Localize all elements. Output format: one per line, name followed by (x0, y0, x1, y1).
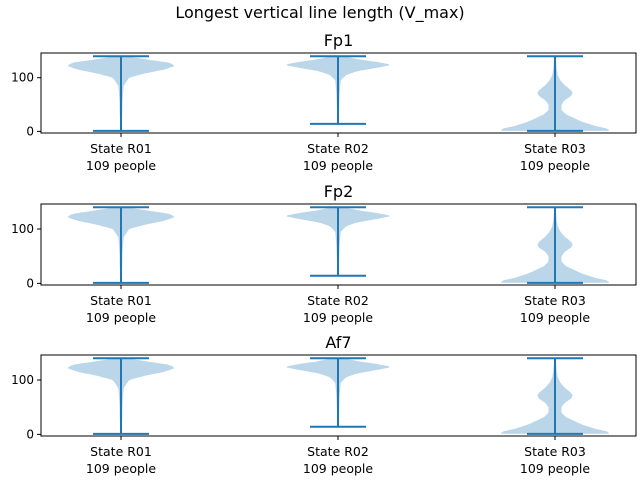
x-tick-label: State R01 109 people (86, 141, 157, 173)
x-tick-label-line: 109 people (520, 310, 591, 325)
x-tick-label-line: State R01 (90, 141, 152, 156)
x-tick-label-line: State R02 (307, 444, 369, 459)
x-tick-label-line: State R01 (90, 444, 152, 459)
x-tick-label-line: 109 people (86, 310, 157, 325)
subplot-title: Af7 (325, 333, 351, 352)
x-tick-label-line: State R03 (524, 141, 586, 156)
y-tick-label: 0 (26, 124, 34, 138)
x-tick-label: State R02 109 people (303, 293, 374, 325)
subplot-af7: Af7 0 100 State R01 109 people State R02 109 p… (11, 333, 637, 476)
x-tick-label: State R02 109 people (303, 141, 374, 173)
x-tick-label-line: 109 people (520, 461, 591, 476)
x-tick-label-line: 109 people (86, 461, 157, 476)
y-tick-label: 100 (11, 71, 34, 85)
x-tick-label-line: State R03 (524, 293, 586, 308)
x-tick-label: State R03 109 people (520, 444, 591, 476)
subplot-title: Fp2 (324, 182, 354, 201)
y-tick-label: 100 (11, 222, 34, 236)
subplot-title: Fp1 (324, 31, 354, 50)
x-tick-label: State R02 109 people (303, 444, 374, 476)
subplot-fp1: Fp1 0 100 State R01 109 people State R02 109 p… (11, 31, 637, 173)
x-tick-label: State R03 109 people (520, 293, 591, 325)
y-tick-label: 0 (26, 427, 34, 441)
x-tick-label: State R01 109 people (86, 293, 157, 325)
x-tick-label-line: 109 people (303, 461, 374, 476)
x-tick-label-line: 109 people (520, 158, 591, 173)
figure-title: Longest vertical line length (V_max) (175, 3, 464, 23)
x-tick-label-line: State R01 (90, 293, 152, 308)
x-tick-label-line: State R03 (524, 444, 586, 459)
x-tick-label-line: State R02 (307, 141, 369, 156)
x-tick-label-line: 109 people (86, 158, 157, 173)
x-tick-label-line: 109 people (303, 310, 374, 325)
y-tick-label: 0 (26, 276, 34, 290)
x-tick-label: State R01 109 people (86, 444, 157, 476)
x-tick-label: State R03 109 people (520, 141, 591, 173)
y-tick-label: 100 (11, 373, 34, 387)
subplot-fp2: Fp2 0 100 State R01 109 people State R02 109 p… (11, 182, 637, 325)
x-tick-label-line: 109 people (303, 158, 374, 173)
x-tick-label-line: State R02 (307, 293, 369, 308)
